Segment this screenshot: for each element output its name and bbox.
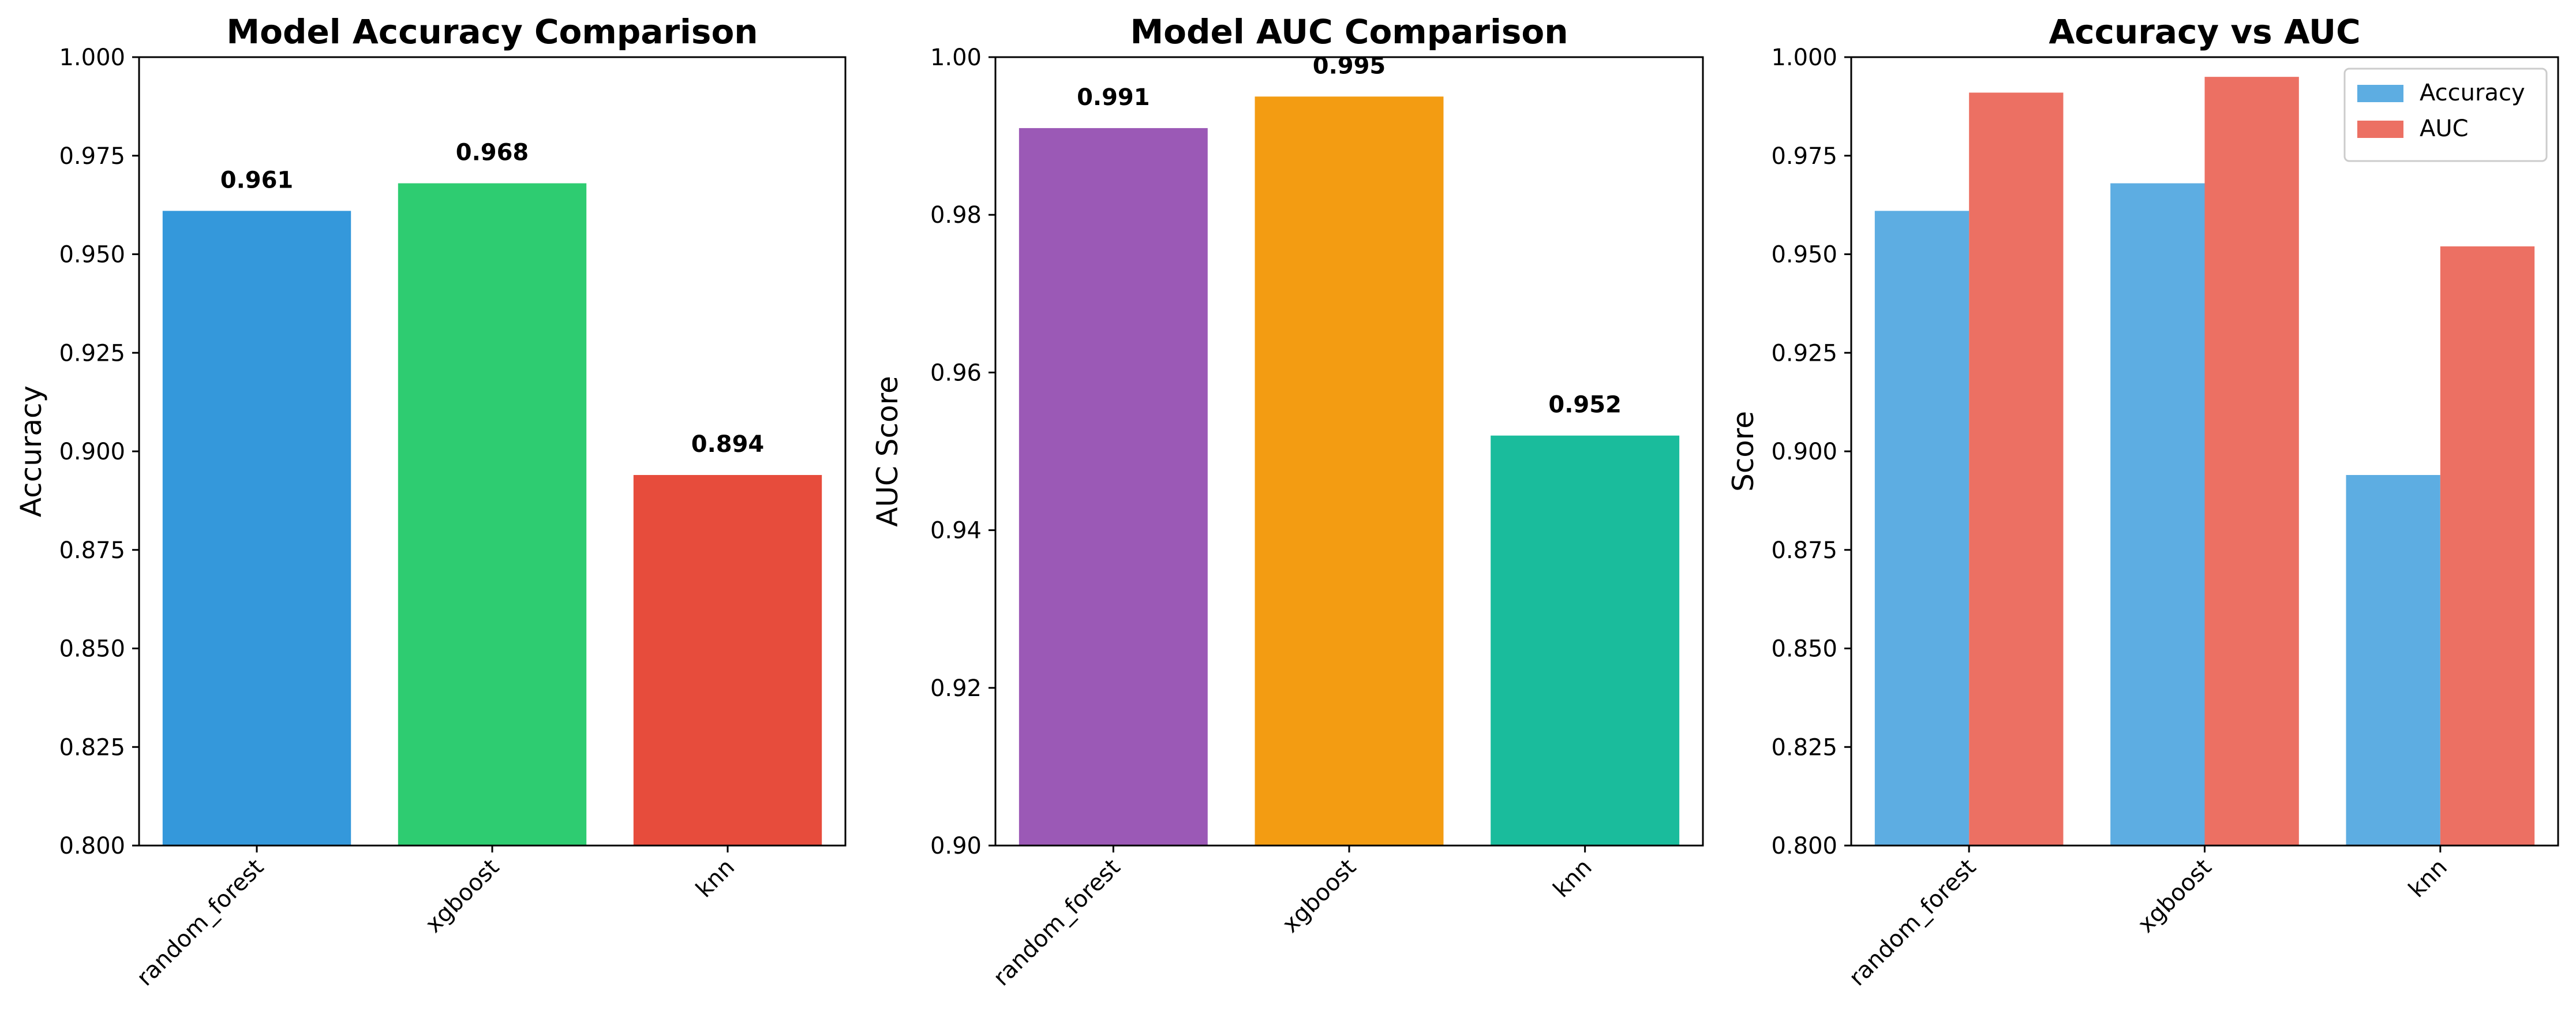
legend: Accuracy AUC	[2343, 68, 2548, 162]
y-tick-label: 0.850	[59, 636, 125, 663]
x-tick-label: random_forest	[1844, 854, 1981, 992]
y-tick-label: 0.975	[59, 143, 125, 170]
y-tick-label: 0.94	[930, 518, 982, 544]
y-tick-label: 1.000	[59, 44, 125, 71]
value-label: 0.952	[1548, 392, 1622, 418]
bar-accuracy-xgboost	[2110, 183, 2205, 846]
y-tick-label: 0.900	[59, 439, 125, 465]
bar-accuracy-random-forest	[1874, 211, 1970, 846]
chart-title: Model Accuracy Comparison	[226, 12, 758, 51]
x-tick-label: knn	[1548, 854, 1597, 903]
y-tick-label: 0.92	[930, 675, 982, 702]
y-tick-label: 0.90	[930, 833, 982, 859]
y-axis-label: Score	[1727, 411, 1760, 492]
bar-random-forest	[162, 211, 351, 846]
bar-auc-random-forest	[1969, 92, 2064, 846]
value-label: 0.894	[691, 431, 765, 458]
chart-panel-1: Model Accuracy Comparison Accuracy 0.961 0.…	[14, 12, 847, 992]
value-label: 0.961	[220, 167, 294, 193]
bar-auc-knn	[2440, 246, 2535, 846]
bar-knn	[633, 474, 822, 846]
x-tick-label: xgboost	[2133, 854, 2217, 938]
y-tick-label: 0.875	[1771, 537, 1837, 564]
legend-label: AUC	[2420, 115, 2469, 142]
value-label: 0.968	[456, 140, 529, 166]
chart-panel-3: Accuracy vs AUC Score 0.800 0.825 0.850 0.875…	[1727, 12, 2559, 992]
y-tick-label: 0.800	[1771, 833, 1837, 859]
legend-swatch	[2357, 85, 2403, 102]
y-tick-label: 0.800	[59, 833, 125, 859]
bar-xgboost	[398, 183, 587, 846]
chart-title: Model AUC Comparison	[1130, 12, 1568, 51]
x-tick-label: random_forest	[989, 854, 1126, 992]
y-axis-label: Accuracy	[14, 386, 48, 517]
bar-random-forest	[1019, 128, 1208, 846]
x-tick-label: xgboost	[420, 854, 504, 938]
legend-label: Accuracy	[2420, 80, 2525, 106]
y-tick-label: 0.850	[1771, 636, 1837, 663]
y-tick-label: 0.975	[1771, 143, 1837, 170]
y-tick-label: 0.98	[930, 202, 982, 229]
bar-auc-xgboost	[2204, 77, 2299, 846]
y-tick-label: 0.950	[1771, 242, 1837, 268]
y-axis-label: AUC Score	[871, 376, 904, 527]
bar-xgboost	[1255, 96, 1444, 846]
y-tick-label: 0.825	[1771, 734, 1837, 761]
bar-accuracy-knn	[2346, 474, 2440, 846]
x-tick-label: random_forest	[132, 854, 269, 992]
y-tick-label: 0.950	[59, 242, 125, 268]
y-tick-label: 1.00	[930, 44, 982, 71]
x-tick-label: xgboost	[1277, 854, 1361, 938]
x-tick-label: knn	[691, 854, 740, 903]
y-tick-label: 0.825	[59, 734, 125, 761]
y-tick-label: 0.96	[930, 360, 982, 386]
value-label: 0.991	[1077, 84, 1150, 111]
legend-swatch	[2357, 121, 2403, 138]
y-tick-label: 1.000	[1771, 44, 1837, 71]
y-tick-label: 0.925	[1771, 340, 1837, 366]
y-tick-label: 0.900	[1771, 439, 1837, 465]
chart-title: Accuracy vs AUC	[2049, 12, 2360, 51]
y-tick-label: 0.875	[59, 537, 125, 564]
x-tick-label: knn	[2403, 854, 2453, 903]
bar-knn	[1491, 435, 1680, 846]
y-tick-label: 0.925	[59, 340, 125, 366]
